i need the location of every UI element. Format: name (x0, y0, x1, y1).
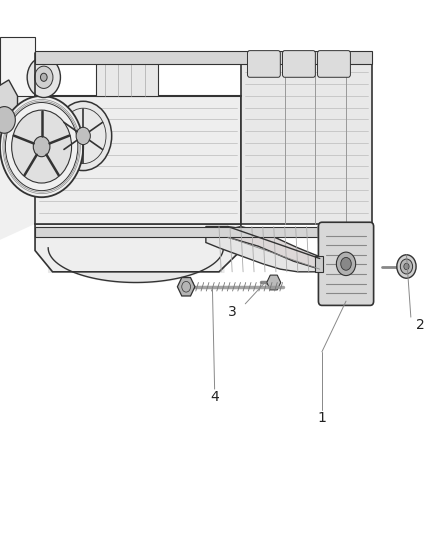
Circle shape (40, 73, 47, 82)
Polygon shape (206, 227, 324, 272)
Text: 3: 3 (228, 305, 237, 319)
Circle shape (55, 101, 112, 171)
Polygon shape (0, 37, 35, 96)
Circle shape (0, 107, 15, 133)
FancyBboxPatch shape (247, 51, 280, 77)
Text: 1: 1 (318, 411, 326, 425)
Polygon shape (0, 80, 18, 155)
Bar (35, 51, 372, 64)
Polygon shape (0, 53, 44, 240)
FancyBboxPatch shape (315, 256, 323, 272)
Circle shape (341, 257, 351, 270)
Circle shape (76, 127, 90, 144)
FancyBboxPatch shape (318, 51, 350, 77)
Circle shape (0, 96, 83, 197)
FancyBboxPatch shape (96, 53, 158, 96)
Text: 2: 2 (416, 318, 425, 332)
Circle shape (400, 259, 413, 274)
Circle shape (33, 136, 50, 157)
Polygon shape (241, 53, 372, 224)
Bar (35, 227, 372, 237)
Circle shape (397, 255, 416, 278)
Circle shape (12, 110, 71, 183)
Polygon shape (35, 96, 241, 224)
Circle shape (404, 263, 409, 270)
Circle shape (27, 57, 60, 98)
Text: 4: 4 (210, 390, 219, 404)
FancyBboxPatch shape (318, 222, 374, 305)
Polygon shape (35, 224, 241, 272)
Circle shape (35, 66, 53, 88)
FancyBboxPatch shape (283, 51, 315, 77)
Polygon shape (206, 227, 324, 269)
Circle shape (336, 252, 356, 276)
